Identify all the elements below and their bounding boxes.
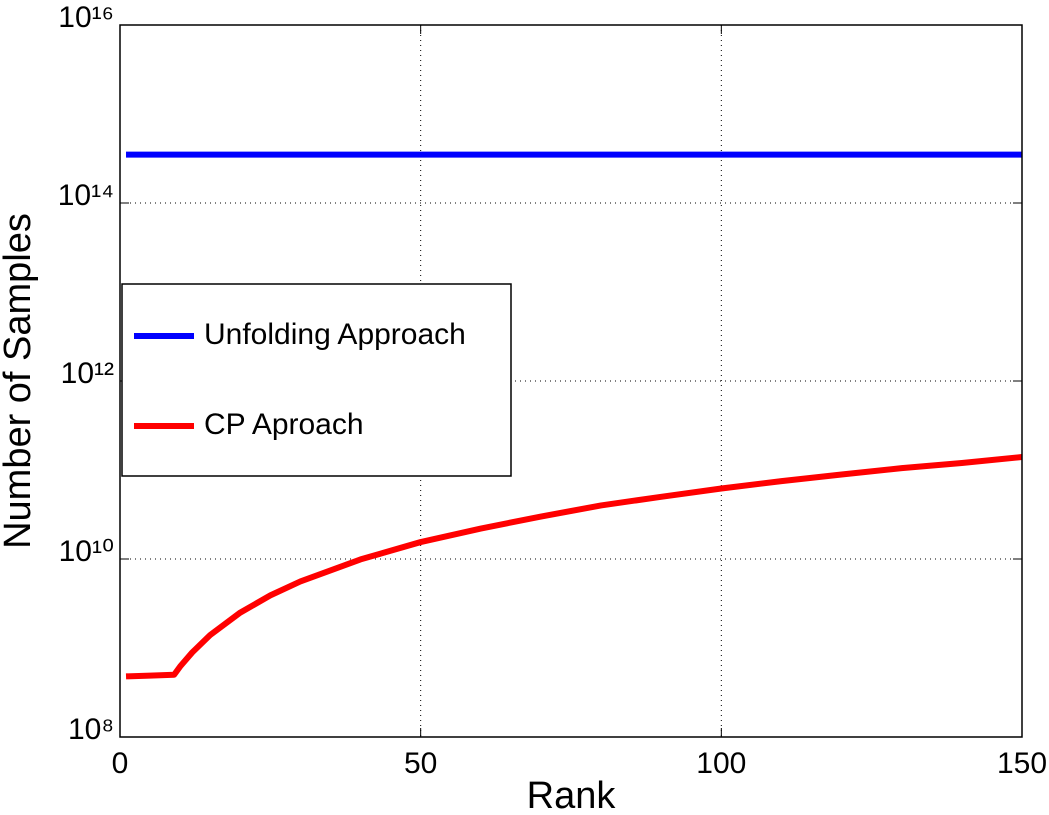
y-tick-label: 10¹⁶ (58, 1, 114, 34)
y-tick-label: 10¹⁰ (59, 535, 114, 568)
y-axis-label: Number of Samples (0, 213, 39, 549)
y-tick-label: 10⁸ (68, 713, 114, 746)
x-tick-label: 0 (112, 747, 129, 780)
y-tick-label: 10¹⁴ (58, 179, 114, 212)
y-tick-label: 10¹² (61, 357, 114, 390)
data-line (125, 454, 1023, 680)
x-tick-label: 50 (404, 747, 437, 780)
x-axis-label: Rank (527, 775, 617, 815)
axes-frame (119, 24, 1023, 738)
legend-box (121, 283, 512, 477)
x-tick-label: 150 (997, 747, 1047, 780)
legend-label: CP Aproach (204, 408, 364, 441)
x-tick-label: 100 (696, 747, 746, 780)
legend-label: Unfolding Approach (204, 318, 466, 351)
